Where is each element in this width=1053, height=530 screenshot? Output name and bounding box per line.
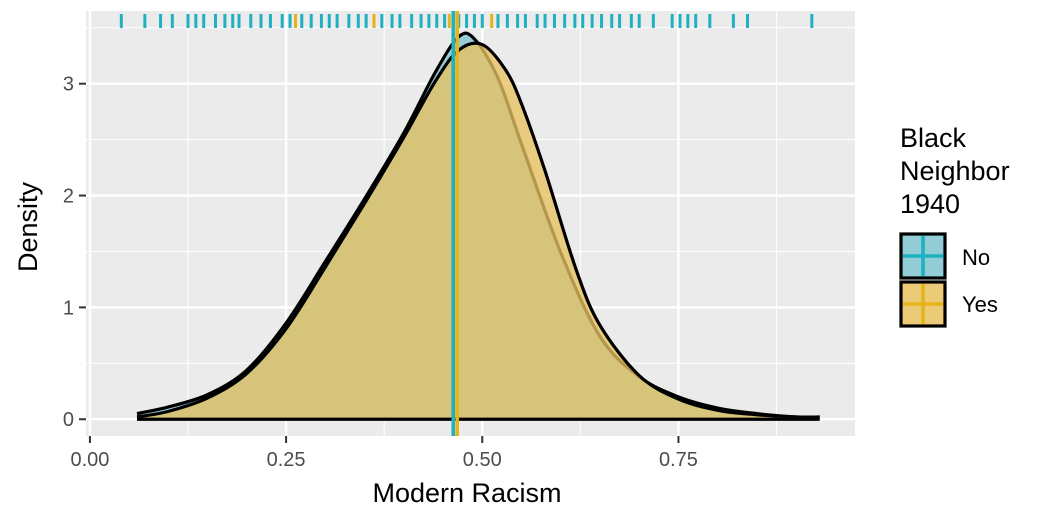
legend-label-no: No: [962, 245, 990, 270]
legend-keys: [899, 232, 947, 328]
y-tick-label: 1: [63, 297, 74, 319]
x-tick-label: 0.00: [70, 449, 109, 471]
mean-lines: [451, 11, 459, 436]
legend-title-line-3: 1940: [900, 189, 960, 219]
legend-title-line-2: Neighbor: [900, 156, 1010, 186]
y-tick-label: 2: [63, 186, 74, 208]
density-outline-no: [136, 31, 820, 419]
y-tick-label: 3: [63, 74, 74, 96]
legend-title-line-1: Black: [900, 123, 967, 153]
legend: Black Neighbor 1940 No Yes: [899, 123, 1010, 328]
x-tick-label: 0.50: [463, 449, 502, 471]
density-areas: [136, 31, 820, 420]
axes: 0.00 0.25 0.50 0.75 0 1 2 3: [63, 74, 698, 471]
rug-marks: [119, 14, 814, 28]
density-area-yes: [137, 43, 820, 420]
x-tick-label: 0.75: [659, 449, 698, 471]
y-tick-label: 0: [63, 409, 74, 431]
x-tick-label: 0.25: [267, 449, 306, 471]
density-outline-yes: [136, 41, 820, 419]
legend-label-yes: Yes: [962, 292, 998, 317]
y-axis-title: Density: [13, 181, 43, 272]
x-axis-title: Modern Racism: [372, 478, 561, 508]
